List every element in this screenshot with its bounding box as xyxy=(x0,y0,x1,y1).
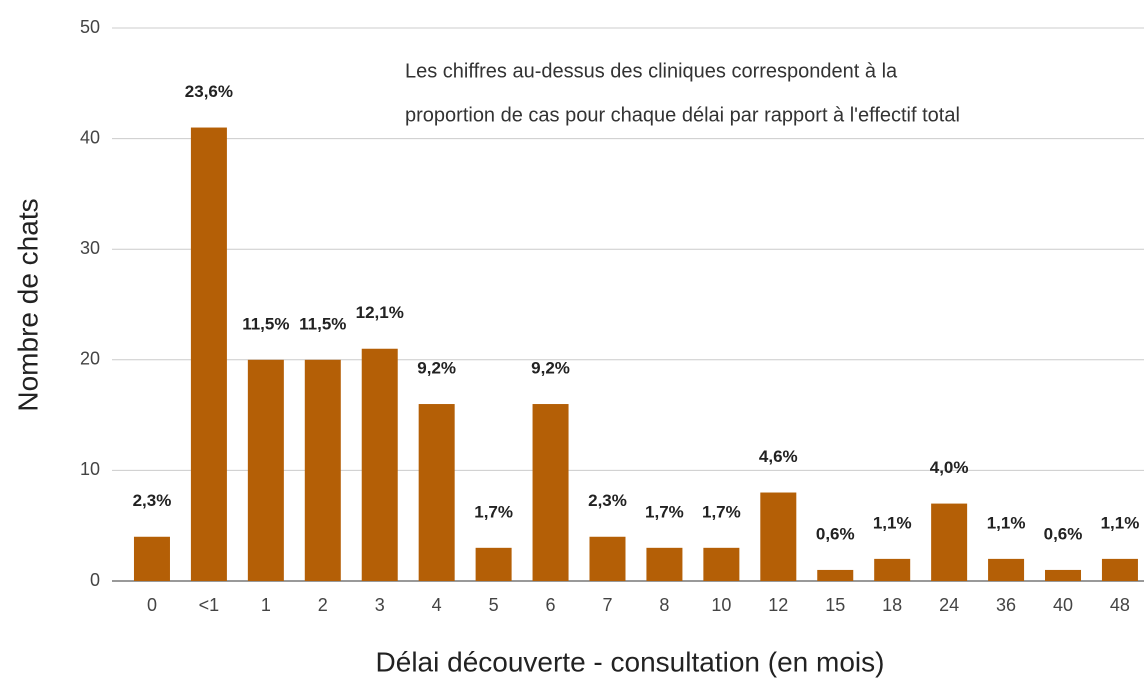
data-label: 12,1% xyxy=(356,303,404,322)
y-axis-title: Nombre de chats xyxy=(12,198,43,411)
bar xyxy=(475,547,512,581)
x-tick-label: 15 xyxy=(825,595,845,615)
x-tick-label: 5 xyxy=(489,595,499,615)
y-tick-label: 0 xyxy=(90,570,100,590)
y-tick-label: 10 xyxy=(80,459,100,479)
bar xyxy=(1101,558,1138,581)
x-tick-label: 40 xyxy=(1053,595,1073,615)
x-tick-label: 48 xyxy=(1110,595,1130,615)
data-label: 2,3% xyxy=(133,491,172,510)
data-label: 11,5% xyxy=(242,314,289,333)
x-tick-label: 36 xyxy=(996,595,1016,615)
bar xyxy=(532,404,569,581)
bar xyxy=(760,492,797,581)
data-label: 4,6% xyxy=(759,447,798,466)
x-tick-label: 8 xyxy=(659,595,669,615)
x-tick-label: 24 xyxy=(939,595,959,615)
bar xyxy=(418,404,455,581)
data-label: 1,7% xyxy=(474,502,513,521)
data-label: 9,2% xyxy=(417,359,456,378)
data-label: 11,5% xyxy=(299,314,346,333)
data-label: 1,1% xyxy=(873,513,912,532)
annotation: Les chiffres au-dessus des cliniques cor… xyxy=(405,60,898,82)
x-tick-label: 1 xyxy=(261,595,271,615)
data-label: 2,3% xyxy=(588,491,627,510)
x-tick-label: 0 xyxy=(147,595,157,615)
data-label: 9,2% xyxy=(531,359,570,378)
y-tick-label: 40 xyxy=(80,127,100,147)
x-tick-label: 10 xyxy=(711,595,731,615)
x-tick-label: 6 xyxy=(546,595,556,615)
data-label: 1,1% xyxy=(987,513,1026,532)
data-label: 1,7% xyxy=(645,502,684,521)
y-tick-label: 30 xyxy=(80,238,100,258)
bar xyxy=(304,359,341,581)
bar xyxy=(589,536,626,581)
data-label: 1,7% xyxy=(702,502,741,521)
x-tick-label: 2 xyxy=(318,595,328,615)
x-tick-label: 7 xyxy=(602,595,612,615)
x-tick-label: 3 xyxy=(375,595,385,615)
data-label: 23,6% xyxy=(185,82,233,101)
x-tick-label: 18 xyxy=(882,595,902,615)
x-tick-label: 12 xyxy=(768,595,788,615)
data-label: 1,1% xyxy=(1101,513,1140,532)
bar xyxy=(931,503,968,581)
bar xyxy=(988,558,1025,581)
bar xyxy=(133,536,170,581)
annotation: proportion de cas pour chaque délai par … xyxy=(405,104,960,126)
y-tick-label: 20 xyxy=(80,349,100,369)
bar xyxy=(874,558,911,581)
x-tick-label: 4 xyxy=(432,595,442,615)
data-label: 4,0% xyxy=(930,458,969,477)
bar xyxy=(817,569,854,581)
bar xyxy=(646,547,683,581)
x-tick-label: <1 xyxy=(199,595,220,615)
y-tick-label: 50 xyxy=(80,17,100,37)
bar xyxy=(361,348,398,581)
data-label: 0,6% xyxy=(816,524,855,543)
bar xyxy=(247,359,284,581)
bar xyxy=(703,547,740,581)
x-axis-title: Délai découverte - consultation (en mois… xyxy=(376,646,885,677)
bar xyxy=(190,127,227,581)
data-label: 0,6% xyxy=(1044,524,1083,543)
bar xyxy=(1045,569,1082,581)
